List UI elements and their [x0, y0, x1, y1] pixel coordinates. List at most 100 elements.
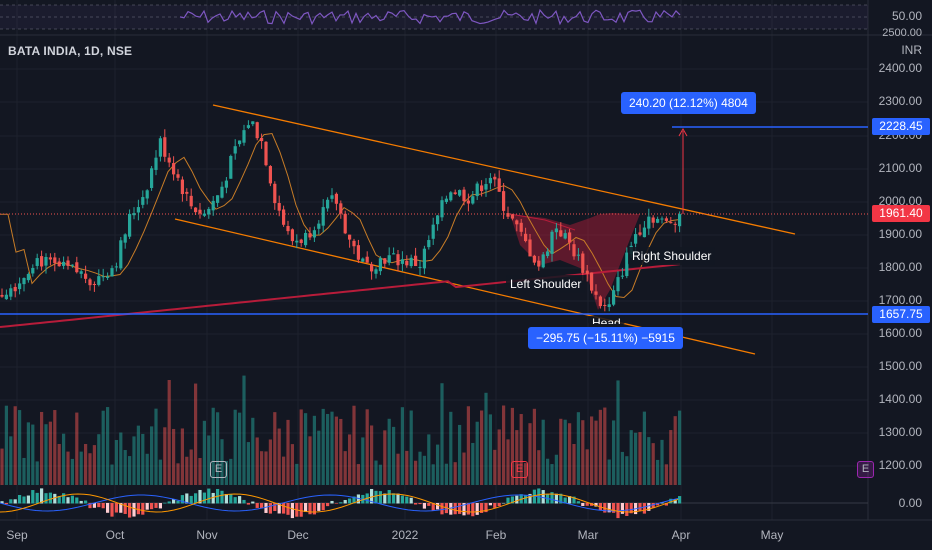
volume-bar — [647, 437, 651, 485]
volume-bar — [488, 414, 492, 485]
volume-bar — [277, 428, 281, 485]
volume-bar — [92, 445, 96, 485]
oscillator-bar — [515, 495, 519, 504]
candle-body — [581, 253, 585, 273]
candle-body — [57, 261, 61, 267]
candle-body — [519, 222, 523, 232]
volume-bar — [176, 463, 180, 485]
oscillator-bar — [48, 492, 52, 504]
volume-bar — [356, 464, 360, 485]
candle-body — [559, 230, 563, 237]
oscillator-bar — [651, 503, 655, 509]
oscillator-bar — [207, 488, 211, 504]
up-move-measure[interactable]: 240.20 (12.12%) 4804 — [621, 92, 756, 114]
candle-body — [251, 121, 255, 125]
candle-body — [471, 196, 475, 204]
candle-body — [493, 176, 497, 180]
volume-bar — [607, 459, 611, 485]
candle-body — [383, 258, 387, 264]
time-axis-label: Mar — [577, 528, 599, 542]
candle-body — [154, 157, 158, 170]
candle-body — [268, 166, 272, 184]
volume-bar — [414, 460, 418, 485]
volume-bar — [497, 429, 501, 485]
candle-body — [497, 178, 501, 192]
candle-body — [598, 296, 602, 307]
price-axis-label: 1900.00 — [878, 227, 922, 241]
candle-body — [502, 191, 506, 211]
volume-bar — [629, 430, 633, 485]
volume-bar — [119, 432, 123, 485]
volume-bar — [532, 408, 536, 485]
earnings-event-icon[interactable]: E — [511, 461, 528, 478]
candle-body — [396, 254, 400, 266]
oscillator-bar — [576, 501, 580, 504]
earnings-event-icon[interactable]: E — [210, 461, 227, 478]
oscillator-bar — [84, 500, 88, 504]
candle-body — [550, 231, 554, 254]
oscillator-bar — [150, 503, 154, 510]
oscillator-bar — [673, 499, 677, 504]
oscillator-bar — [40, 488, 44, 504]
volume-bar — [664, 464, 668, 485]
candle-body — [414, 255, 418, 267]
candle-body — [40, 256, 44, 267]
oscillator-bar — [550, 492, 554, 504]
oscillator-bar — [128, 503, 132, 518]
candle-body — [616, 277, 620, 292]
candle-body — [537, 260, 541, 267]
candle-body — [233, 146, 237, 154]
volume-bar — [550, 464, 554, 485]
oscillator-bar — [510, 496, 514, 504]
oscillator-bar — [356, 494, 360, 504]
down-move-measure[interactable]: −295.75 (−15.11%) −5915 — [528, 327, 683, 349]
price-axis-top-label: 2500.00 — [882, 27, 922, 39]
last-price-tag: 1961.40 — [872, 205, 930, 222]
volume-bar — [409, 410, 413, 485]
candle-body — [541, 254, 545, 268]
candle-body — [13, 286, 17, 292]
time-axis-label: Feb — [485, 528, 507, 542]
volume-bar — [458, 424, 462, 485]
oscillator-bar — [114, 503, 118, 513]
oscillator-bar — [480, 503, 484, 513]
candle-body — [427, 240, 431, 248]
volume-bar — [308, 436, 312, 485]
oscillator-bar — [405, 496, 409, 504]
oscillator-bar — [246, 503, 250, 505]
oscillator-bar — [440, 503, 444, 515]
volume-bar — [26, 422, 30, 485]
candle-body — [88, 279, 92, 286]
candle-body — [334, 193, 338, 204]
symbol-title[interactable]: BATA INDIA, 1D, NSE — [8, 44, 133, 58]
oscillator-bar — [92, 503, 96, 508]
oscillator-bar — [62, 493, 66, 504]
volume-bar — [167, 380, 171, 485]
candle-body — [123, 234, 127, 243]
candle-body — [638, 232, 642, 235]
candle-body — [0, 294, 4, 297]
candle-body — [576, 254, 580, 256]
candle-body — [277, 203, 281, 211]
volume-bar — [466, 406, 470, 485]
oscillator-bar — [524, 495, 528, 504]
volume-bar — [172, 428, 176, 485]
volume-bar — [528, 423, 532, 485]
oscillator-bar — [185, 493, 189, 504]
price-axis-label: 1500.00 — [878, 359, 922, 373]
ma-short-line — [0, 132, 681, 299]
candle-body — [224, 180, 228, 188]
head-label: Head — [588, 316, 625, 324]
oscillator-bar — [559, 493, 563, 504]
candle-body — [141, 197, 145, 205]
oscillator-bar — [506, 497, 510, 504]
oscillator-bar — [268, 503, 272, 514]
volume-bar — [286, 419, 290, 485]
oscillator-bar — [163, 502, 167, 504]
oscillator-bar — [638, 503, 642, 512]
oscillator-bar — [220, 490, 224, 504]
candle-body — [326, 199, 330, 209]
earnings-event-icon[interactable]: E — [857, 461, 874, 478]
oscillator-bar — [286, 503, 290, 515]
